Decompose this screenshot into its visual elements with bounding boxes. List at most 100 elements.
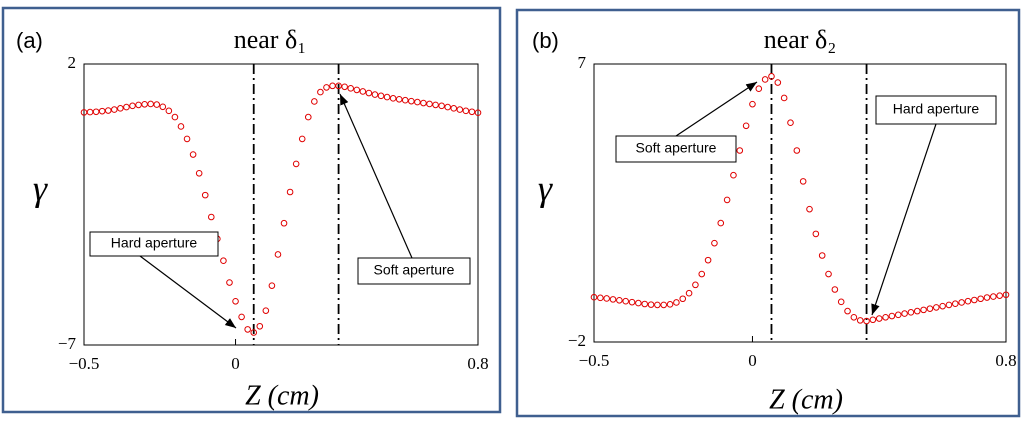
data-point bbox=[347, 85, 355, 92]
data-point bbox=[292, 160, 300, 168]
x-axis-label: Z (cm) bbox=[769, 384, 843, 415]
y-tick-label: 2 bbox=[68, 53, 77, 72]
data-point bbox=[844, 307, 851, 315]
data-point bbox=[135, 101, 142, 109]
data-point bbox=[749, 100, 756, 108]
data-point bbox=[395, 95, 403, 103]
data-point bbox=[603, 295, 610, 302]
data-point bbox=[274, 251, 282, 258]
data-point bbox=[761, 76, 769, 83]
data-point bbox=[673, 299, 680, 306]
x-tick-label: −0.5 bbox=[69, 354, 100, 373]
data-point bbox=[195, 169, 203, 177]
data-point bbox=[907, 309, 915, 316]
annotation-box bbox=[89, 231, 219, 257]
x-tick-label: 0.8 bbox=[995, 351, 1016, 370]
data-point bbox=[742, 122, 750, 130]
plot-area bbox=[83, 63, 479, 346]
data-point bbox=[286, 188, 294, 196]
data-point bbox=[951, 300, 959, 307]
data-point bbox=[256, 322, 264, 330]
data-point bbox=[268, 282, 276, 289]
data-point bbox=[414, 98, 421, 106]
annotation-arrow bbox=[675, 81, 758, 137]
data-point bbox=[698, 270, 706, 278]
data-point bbox=[432, 101, 439, 109]
data-point bbox=[317, 88, 324, 96]
annotation-arrow bbox=[339, 93, 413, 259]
data-point bbox=[468, 108, 476, 116]
data-point bbox=[755, 85, 763, 93]
data-point bbox=[863, 317, 870, 325]
data-point bbox=[365, 89, 373, 97]
y-tick-label: 7 bbox=[578, 53, 587, 72]
data-point bbox=[958, 299, 965, 306]
data-point bbox=[420, 99, 427, 107]
data-point bbox=[304, 113, 312, 121]
data-point bbox=[456, 106, 464, 113]
data-point bbox=[359, 88, 367, 95]
data-point bbox=[831, 286, 839, 293]
data-point bbox=[311, 98, 318, 105]
data-point bbox=[597, 294, 604, 302]
data-point bbox=[983, 294, 991, 301]
data-point bbox=[730, 171, 737, 179]
data-point bbox=[92, 108, 100, 116]
data-point bbox=[450, 105, 458, 112]
data-point bbox=[996, 292, 1003, 299]
data-point bbox=[371, 91, 379, 98]
data-point bbox=[426, 100, 433, 108]
data-point bbox=[153, 101, 161, 108]
data-point bbox=[353, 86, 361, 94]
annotation-box bbox=[357, 257, 471, 285]
y-tick-label: −7 bbox=[58, 334, 77, 353]
data-point bbox=[329, 82, 336, 90]
x-tick-label: −0.5 bbox=[579, 351, 610, 370]
annotation-arrow bbox=[139, 255, 237, 329]
data-point bbox=[679, 295, 687, 303]
data-point bbox=[262, 307, 270, 314]
data-point bbox=[609, 296, 617, 303]
annotation-box bbox=[875, 95, 997, 125]
data-point bbox=[408, 97, 415, 105]
panel-frame bbox=[515, 8, 1021, 418]
data-point bbox=[913, 307, 921, 315]
data-point bbox=[888, 312, 896, 320]
annotation-arrow bbox=[871, 123, 937, 316]
data-point bbox=[685, 289, 693, 297]
data-point bbox=[692, 281, 699, 289]
data-point bbox=[111, 106, 118, 113]
data-point bbox=[98, 107, 106, 115]
data-point bbox=[616, 297, 623, 304]
data-point bbox=[793, 147, 801, 154]
data-point bbox=[780, 94, 788, 102]
panel-label: (b) bbox=[532, 28, 559, 53]
data-point bbox=[894, 311, 902, 319]
data-point bbox=[882, 313, 889, 321]
data-point bbox=[628, 298, 636, 306]
data-point bbox=[323, 84, 330, 91]
panel-frame bbox=[1, 6, 502, 414]
data-point bbox=[660, 301, 668, 309]
data-point bbox=[220, 257, 227, 265]
data-point bbox=[869, 316, 877, 324]
annotation-text: Hard aperture bbox=[893, 101, 980, 117]
data-point bbox=[812, 230, 820, 238]
data-point bbox=[787, 119, 794, 126]
data-point bbox=[401, 96, 409, 104]
data-point bbox=[298, 135, 306, 143]
data-point bbox=[474, 109, 482, 117]
data-point bbox=[641, 300, 649, 308]
annotation-text: Hard aperture bbox=[111, 235, 198, 251]
data-point bbox=[171, 113, 179, 121]
data-point bbox=[226, 279, 233, 286]
data-point bbox=[799, 178, 807, 185]
data-point bbox=[335, 82, 342, 90]
data-point bbox=[825, 270, 832, 278]
data-point bbox=[926, 305, 934, 312]
data-point bbox=[232, 297, 239, 305]
data-point bbox=[377, 92, 385, 100]
x-axis-label: Z (cm) bbox=[245, 380, 319, 411]
